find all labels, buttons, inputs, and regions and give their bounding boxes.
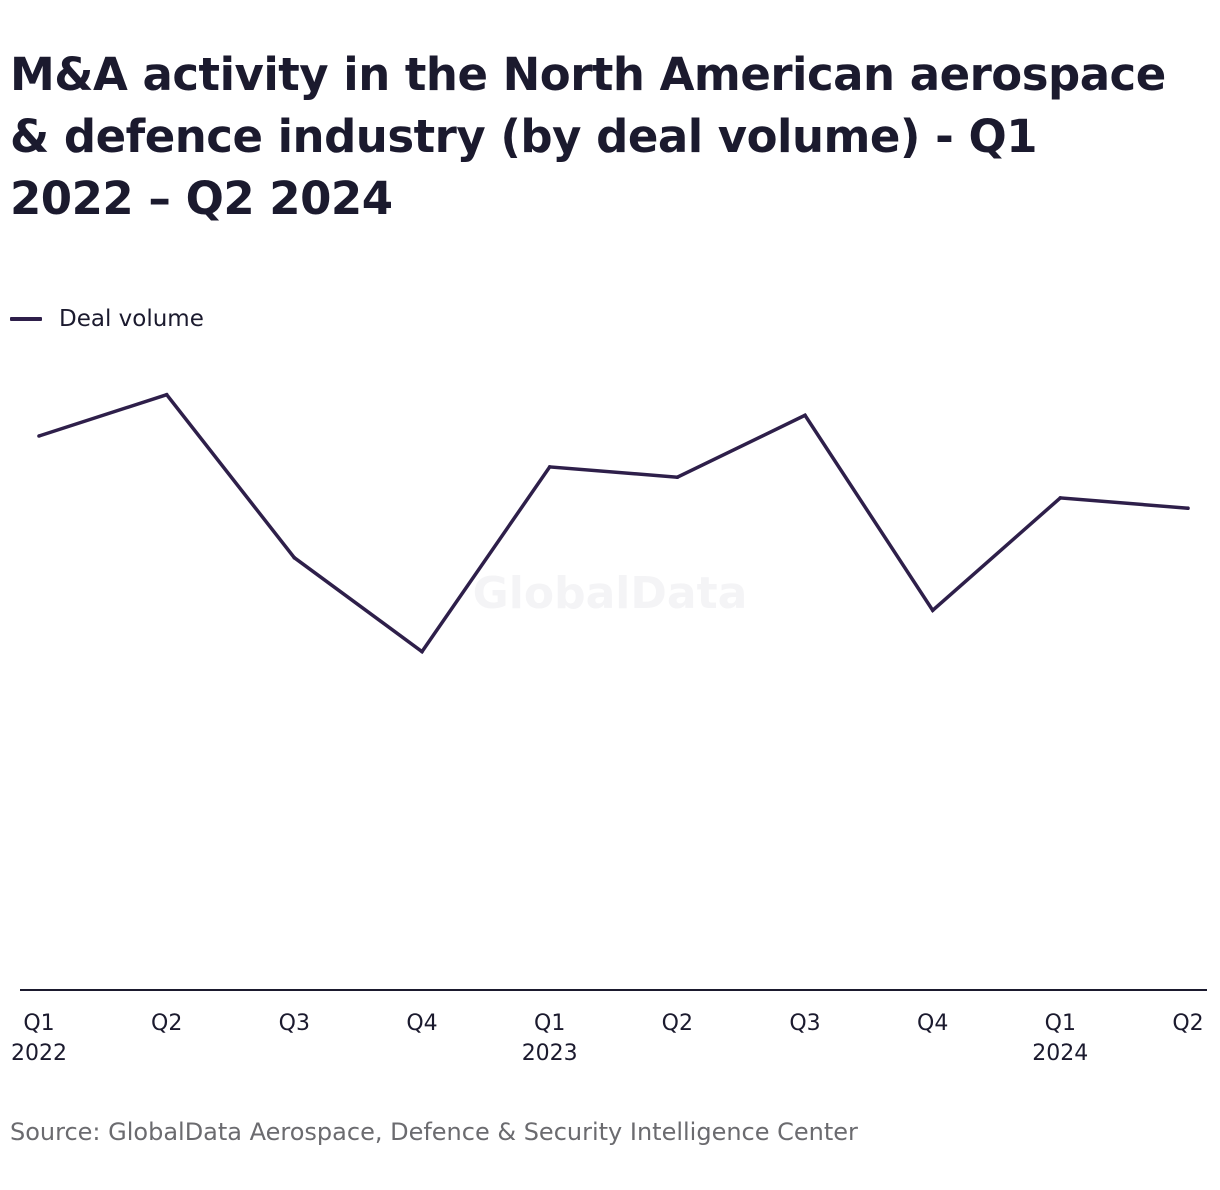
data-point-3 bbox=[292, 555, 297, 560]
x-tick-label-year: 2023 bbox=[522, 1041, 578, 1066]
legend: Deal volume bbox=[10, 306, 204, 332]
x-tick-label-quarter: Q2 bbox=[662, 1011, 693, 1036]
data-point-1 bbox=[37, 434, 41, 438]
legend-label-deal-volume: Deal volume bbox=[59, 306, 204, 332]
data-point-9 bbox=[1058, 496, 1063, 500]
x-tick-label-quarter: Q1 bbox=[1045, 1011, 1076, 1036]
series-layer bbox=[37, 392, 1190, 655]
x-axis-ticks: Q1 2022 Q2 Q3 Q4 Q1 2023 Q2 Q3 Q4 Q1 2024 Q2 bbox=[11, 1011, 1204, 1066]
line-chart: Q1 2022 Q2 Q3 Q4 Q1 2023 Q2 Q3 Q4 Q1 2024 Q2 bbox=[11, 392, 1207, 1066]
x-tick-label-quarter: Q2 bbox=[1172, 1011, 1203, 1036]
data-point-5 bbox=[547, 465, 552, 469]
legend-swatch-deal-volume bbox=[10, 317, 42, 321]
x-tick-label-quarter: Q1 bbox=[534, 1011, 565, 1036]
chart-title: M&A activity in the North American aeros… bbox=[10, 48, 1166, 225]
x-tick-label-quarter: Q4 bbox=[406, 1011, 437, 1036]
x-tick-label-year: 2024 bbox=[1032, 1041, 1088, 1066]
data-point-8 bbox=[930, 608, 935, 613]
data-point-10 bbox=[1186, 506, 1190, 511]
x-tick-label-quarter: Q3 bbox=[279, 1011, 310, 1036]
source-note: Source: GlobalData Aerospace, Defence & … bbox=[10, 1118, 858, 1146]
x-tick-label-quarter: Q4 bbox=[917, 1011, 948, 1036]
data-point-6 bbox=[675, 475, 680, 480]
x-tick-label-year: 2022 bbox=[11, 1041, 67, 1066]
x-tick-label-quarter: Q3 bbox=[789, 1011, 820, 1036]
series-line-deal-volume bbox=[38, 392, 1189, 655]
data-point-7 bbox=[803, 413, 807, 418]
x-tick-label-quarter: Q2 bbox=[151, 1011, 182, 1036]
x-tick-label-quarter: Q1 bbox=[23, 1011, 54, 1036]
data-point-2 bbox=[164, 392, 169, 397]
data-point-4 bbox=[420, 649, 424, 654]
